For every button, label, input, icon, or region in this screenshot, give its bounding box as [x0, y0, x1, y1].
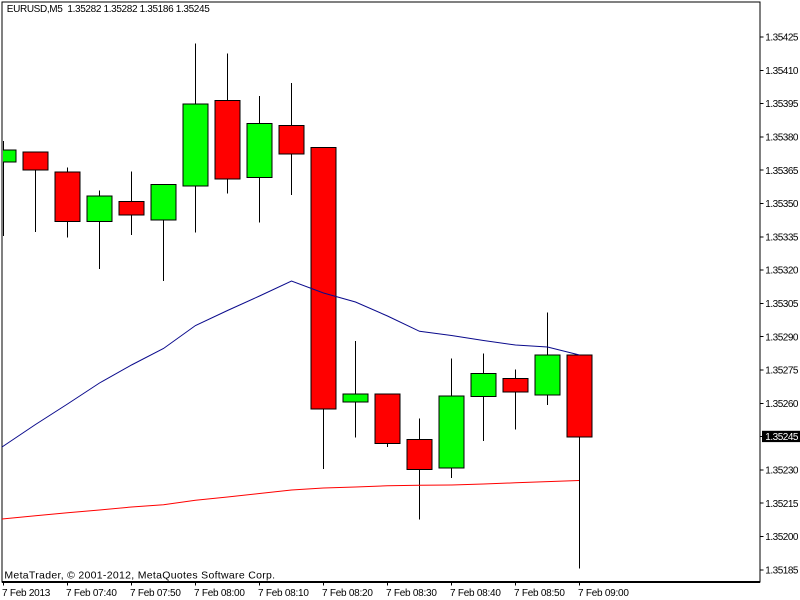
svg-text:7 Feb 08:20: 7 Feb 08:20 [322, 588, 373, 599]
svg-text:1.35275: 1.35275 [765, 366, 799, 377]
svg-text:1.35350: 1.35350 [765, 199, 799, 210]
svg-text:1.35425: 1.35425 [765, 33, 799, 44]
svg-text:1.35290: 1.35290 [765, 332, 799, 343]
svg-text:1.35410: 1.35410 [765, 66, 799, 77]
svg-text:1.35230: 1.35230 [765, 466, 799, 477]
svg-text:7 Feb 08:40: 7 Feb 08:40 [450, 588, 501, 599]
svg-text:7 Feb 09:00: 7 Feb 09:00 [578, 588, 629, 599]
svg-text:7 Feb 08:30: 7 Feb 08:30 [386, 588, 437, 599]
svg-text:EURUSD,M5 1.35282 1.35282 1.3: EURUSD,M5 1.35282 1.35282 1.35186 1.3524… [7, 4, 210, 15]
svg-text:7 Feb 07:40: 7 Feb 07:40 [66, 588, 117, 599]
svg-text:7 Feb 08:50: 7 Feb 08:50 [514, 588, 565, 599]
svg-text:1.35320: 1.35320 [765, 266, 799, 277]
svg-text:1.35200: 1.35200 [765, 532, 799, 543]
svg-text:1.35395: 1.35395 [765, 99, 799, 110]
svg-text:7 Feb 07:50: 7 Feb 07:50 [130, 588, 181, 599]
svg-text:1.35260: 1.35260 [765, 399, 799, 410]
svg-text:MetaTrader, © 2001-2012, MetaQ: MetaTrader, © 2001-2012, MetaQuotes Soft… [4, 569, 275, 581]
svg-text:1.35245: 1.35245 [765, 432, 799, 443]
svg-text:1.35185: 1.35185 [765, 565, 799, 576]
svg-text:1.35215: 1.35215 [765, 499, 799, 510]
svg-text:1.35335: 1.35335 [765, 232, 799, 243]
svg-text:7 Feb 08:00: 7 Feb 08:00 [194, 588, 245, 599]
svg-text:1.35305: 1.35305 [765, 299, 799, 310]
svg-text:1.35365: 1.35365 [765, 166, 799, 177]
svg-text:1.35380: 1.35380 [765, 133, 799, 144]
svg-text:7 Feb 2013: 7 Feb 2013 [2, 588, 51, 599]
svg-text:7 Feb 08:10: 7 Feb 08:10 [258, 588, 309, 599]
